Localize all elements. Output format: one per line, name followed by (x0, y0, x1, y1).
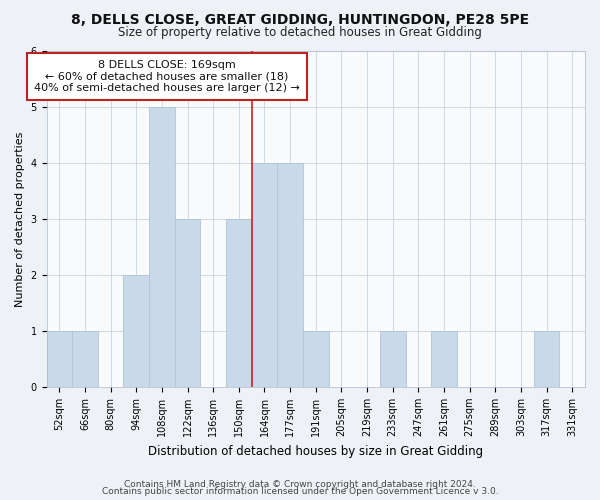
Bar (226, 219, 251, 387)
Bar (47, 331, 72, 387)
Bar (380, 331, 406, 387)
Bar (534, 331, 559, 387)
Bar (251, 164, 277, 387)
Text: Contains HM Land Registry data © Crown copyright and database right 2024.: Contains HM Land Registry data © Crown c… (124, 480, 476, 489)
Text: 8 DELLS CLOSE: 169sqm
← 60% of detached houses are smaller (18)
40% of semi-deta: 8 DELLS CLOSE: 169sqm ← 60% of detached … (34, 60, 300, 94)
Bar (124, 275, 149, 387)
Bar (431, 331, 457, 387)
Bar (72, 331, 98, 387)
Text: Contains public sector information licensed under the Open Government Licence v : Contains public sector information licen… (101, 488, 499, 496)
Text: 8, DELLS CLOSE, GREAT GIDDING, HUNTINGDON, PE28 5PE: 8, DELLS CLOSE, GREAT GIDDING, HUNTINGDO… (71, 12, 529, 26)
Bar (277, 164, 303, 387)
Bar (303, 331, 329, 387)
Bar (149, 108, 175, 387)
Bar (175, 219, 200, 387)
Y-axis label: Number of detached properties: Number of detached properties (15, 132, 25, 307)
X-axis label: Distribution of detached houses by size in Great Gidding: Distribution of detached houses by size … (148, 444, 484, 458)
Text: Size of property relative to detached houses in Great Gidding: Size of property relative to detached ho… (118, 26, 482, 39)
